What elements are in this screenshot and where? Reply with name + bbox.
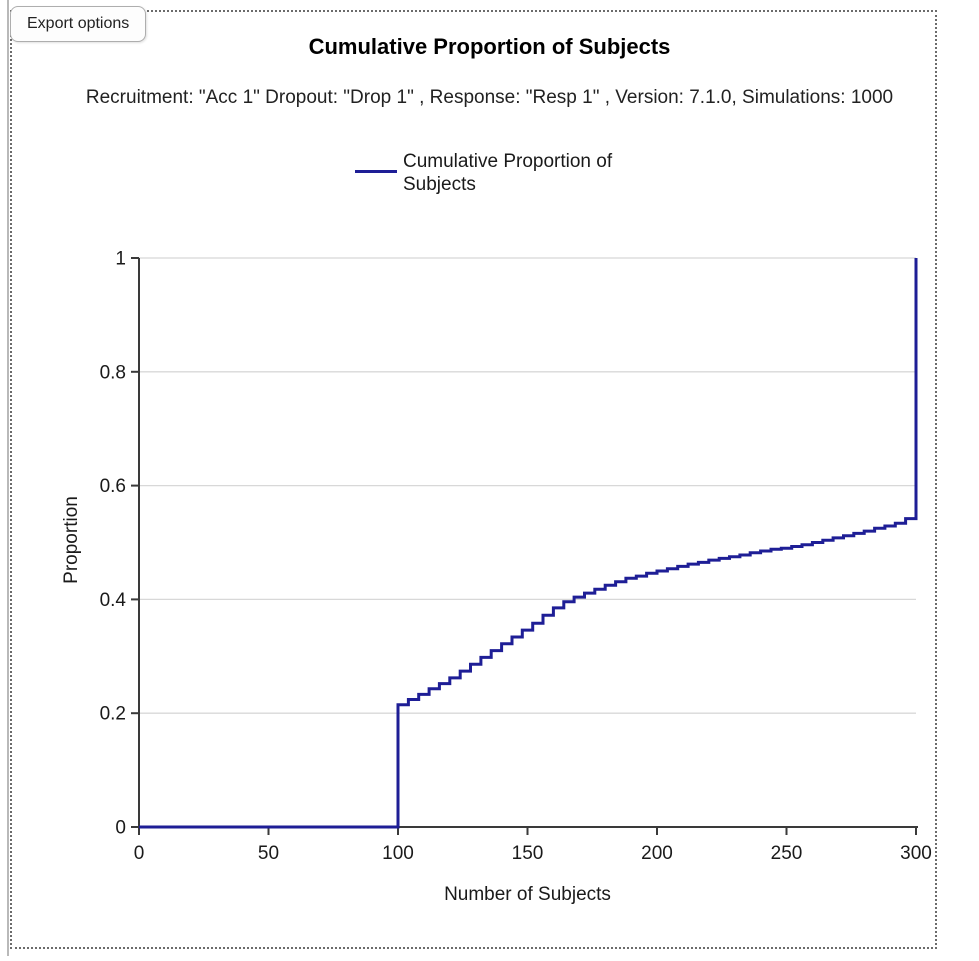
x-tick-label: 200 <box>641 843 673 864</box>
x-axis-label: Number of Subjects <box>444 884 611 905</box>
x-tick-label: 250 <box>771 843 803 864</box>
y-tick-label: 0.4 <box>100 590 127 611</box>
x-tick-label: 0 <box>134 843 145 864</box>
x-tick-label: 100 <box>382 843 414 864</box>
legend-line-sample <box>355 170 397 173</box>
y-tick-label: 0 <box>115 818 126 839</box>
chart-subtitle: Recruitment: "Acc 1" Dropout: "Drop 1" ,… <box>85 87 894 108</box>
panel-dotted-border <box>10 10 937 949</box>
y-tick-label: 0.2 <box>100 704 126 725</box>
chart-title: Cumulative Proportion of Subjects <box>308 34 671 59</box>
panel-left-edge <box>7 0 9 956</box>
y-tick-label: 0.8 <box>100 362 126 383</box>
legend-series-label: Cumulative Proportion of Subjects <box>403 151 613 195</box>
y-tick-label: 0.6 <box>100 476 126 497</box>
x-tick-label: 150 <box>512 843 544 864</box>
x-tick-label: 300 <box>900 843 932 864</box>
x-tick-label: 50 <box>258 843 279 864</box>
export-options-button[interactable]: Export options <box>10 6 147 42</box>
y-tick-label: 1 <box>115 249 126 270</box>
series-line <box>139 258 918 829</box>
